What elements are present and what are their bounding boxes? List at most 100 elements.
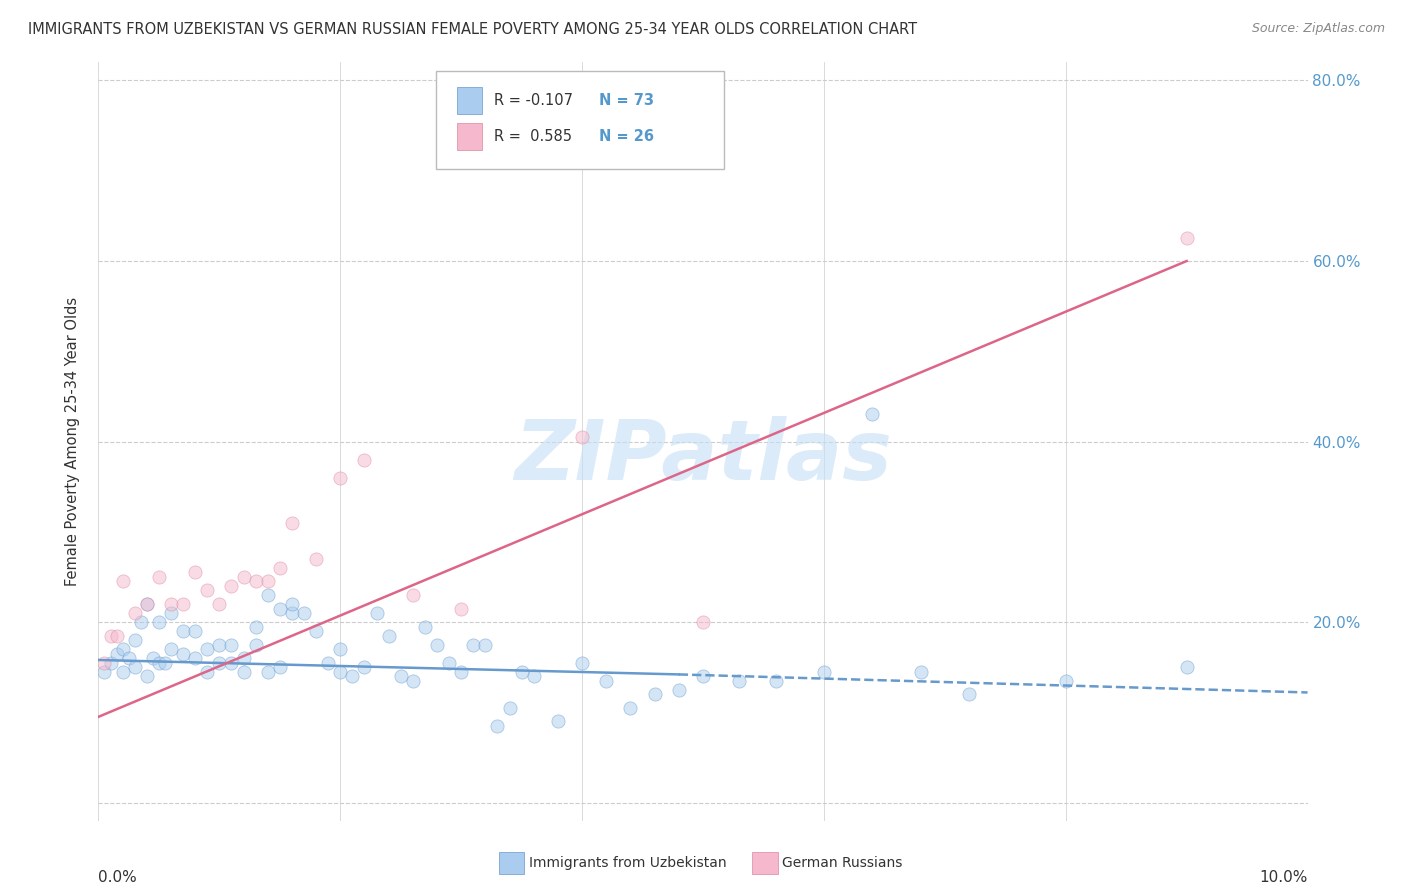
Point (692, 669, 714, 683)
Point (281, 597, 304, 611)
Point (377, 629, 399, 643)
Point (232, 651, 254, 665)
Text: N = 73: N = 73 (599, 94, 654, 108)
Point (547, 714, 569, 729)
Point (366, 606, 388, 620)
Point (305, 624, 328, 639)
Point (571, 656, 593, 670)
Point (353, 452, 375, 467)
Point (292, 606, 315, 620)
Point (245, 619, 267, 633)
Point (172, 624, 194, 639)
Point (153, 656, 176, 670)
Point (402, 588, 425, 602)
Point (353, 660, 375, 674)
Point (160, 642, 183, 657)
Point (450, 665, 472, 679)
Point (571, 430, 593, 444)
Point (692, 615, 714, 629)
Point (256, 665, 278, 679)
Point (93, 665, 115, 679)
Point (644, 687, 666, 701)
Point (281, 516, 304, 530)
Point (813, 665, 835, 679)
Point (148, 656, 170, 670)
Point (221, 656, 243, 670)
Point (111, 665, 134, 679)
Point (105, 629, 128, 643)
Point (93, 656, 115, 670)
Point (195, 665, 218, 679)
Point (172, 597, 194, 611)
Point (124, 633, 146, 648)
Text: Immigrants from Uzbekistan: Immigrants from Uzbekistan (529, 855, 727, 870)
Point (221, 638, 243, 652)
Point (124, 606, 146, 620)
Point (402, 673, 425, 688)
Text: ZIPatlas: ZIPatlas (515, 417, 891, 497)
Point (184, 624, 207, 639)
Point (728, 673, 751, 688)
Point (269, 660, 291, 674)
Point (135, 669, 157, 683)
Text: R =  0.585: R = 0.585 (494, 129, 571, 144)
Point (1054, 673, 1077, 688)
Point (510, 665, 533, 679)
Point (523, 669, 546, 683)
Point (100, 656, 122, 670)
Point (221, 579, 243, 593)
Point (160, 597, 183, 611)
Point (329, 665, 352, 679)
Point (765, 673, 787, 688)
Point (184, 651, 207, 665)
Point (463, 638, 485, 652)
Y-axis label: Female Poverty Among 25-34 Year Olds: Female Poverty Among 25-34 Year Olds (65, 297, 80, 586)
Point (148, 615, 170, 629)
Point (129, 615, 152, 629)
Point (329, 470, 352, 484)
Point (172, 647, 194, 661)
Point (135, 597, 157, 611)
Point (619, 701, 641, 715)
Point (256, 574, 278, 589)
Point (1175, 231, 1198, 245)
Text: R = -0.107: R = -0.107 (494, 94, 572, 108)
Point (437, 656, 460, 670)
Point (957, 687, 980, 701)
Point (232, 665, 254, 679)
Point (305, 552, 328, 566)
Text: Source: ZipAtlas.com: Source: ZipAtlas.com (1251, 22, 1385, 36)
Point (208, 638, 231, 652)
Point (426, 638, 449, 652)
Point (232, 570, 254, 584)
Point (111, 574, 134, 589)
Point (389, 669, 412, 683)
Point (413, 619, 436, 633)
Text: 10.0%: 10.0% (1260, 870, 1308, 885)
Point (595, 673, 617, 688)
Point (269, 561, 291, 575)
Point (281, 606, 304, 620)
Point (450, 601, 472, 615)
Point (860, 408, 883, 422)
Point (329, 642, 352, 657)
Point (208, 656, 231, 670)
Point (111, 642, 134, 657)
Point (135, 597, 157, 611)
Point (208, 597, 231, 611)
Text: 0.0%: 0.0% (98, 870, 138, 885)
Point (160, 606, 183, 620)
Point (256, 588, 278, 602)
Point (105, 647, 128, 661)
Text: N = 26: N = 26 (599, 129, 654, 144)
Point (269, 601, 291, 615)
Point (195, 642, 218, 657)
Text: German Russians: German Russians (782, 855, 903, 870)
Point (316, 656, 339, 670)
Point (142, 651, 165, 665)
Point (486, 719, 509, 733)
Point (245, 638, 267, 652)
Point (474, 638, 496, 652)
Point (910, 665, 932, 679)
Point (195, 583, 218, 598)
